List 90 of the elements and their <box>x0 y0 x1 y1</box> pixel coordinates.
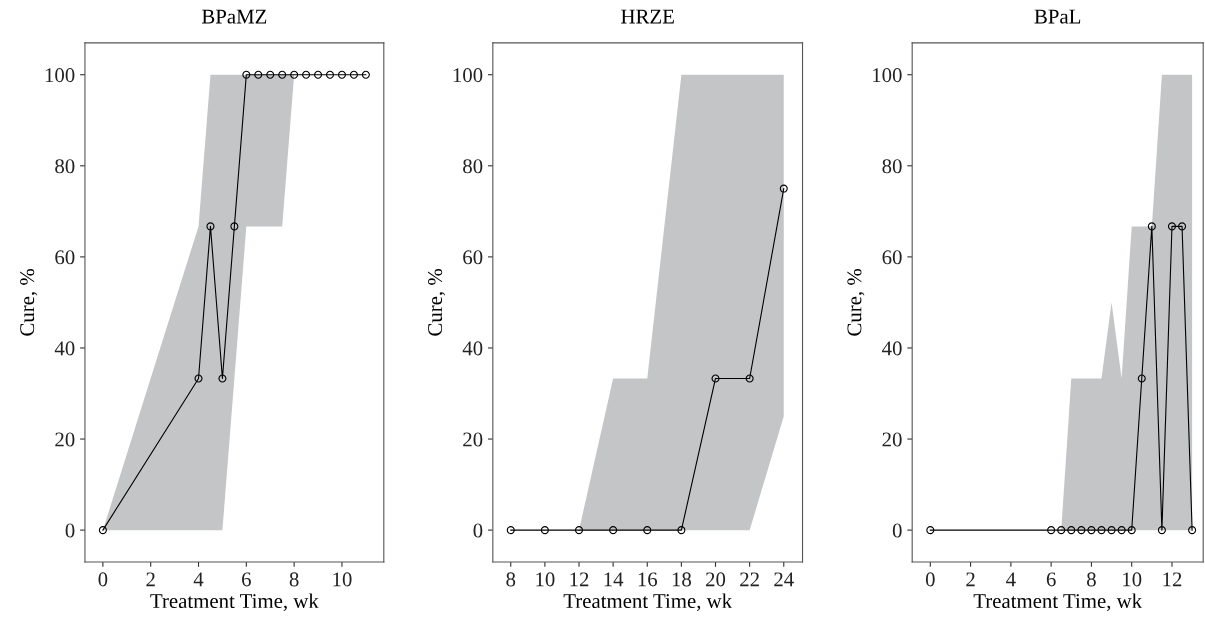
point <box>1087 526 1096 535</box>
point <box>361 70 370 79</box>
point <box>325 70 335 79</box>
point <box>1077 526 1086 535</box>
y-tick-label: 40 <box>54 341 75 356</box>
point <box>745 374 754 383</box>
chart-title: HRZE <box>621 9 674 24</box>
point <box>314 70 323 79</box>
x-axis-title: Treatment Time, wk <box>563 593 733 612</box>
point <box>1188 526 1197 535</box>
y-tick-label: 80 <box>55 159 75 174</box>
point <box>574 526 584 535</box>
y-tick-label: 0 <box>65 523 75 538</box>
point <box>1117 526 1126 535</box>
point <box>230 222 239 231</box>
y-tick-label: 40 <box>882 341 902 356</box>
x-axis-title: Treatment Time, wk <box>150 593 319 612</box>
x-tick-label: 6 <box>1046 572 1056 587</box>
y-tick-label: 100 <box>45 68 75 83</box>
y-axis-title: Cure, % <box>847 269 865 336</box>
x-tick-label: 24 <box>774 572 794 587</box>
point <box>926 526 935 535</box>
point <box>1178 222 1187 231</box>
x-tick-label: 8 <box>506 572 516 587</box>
y-tick-label: 20 <box>55 432 75 447</box>
y-tick-label: 0 <box>892 523 902 538</box>
y-tick-label: 60 <box>882 250 902 265</box>
point <box>1147 222 1156 231</box>
point <box>1057 526 1066 535</box>
y-tick-label: 60 <box>55 250 75 265</box>
y-axis-title: Cure, % <box>20 269 38 336</box>
y-tick-label: 40 <box>462 341 483 356</box>
point <box>1137 374 1146 383</box>
y-axis-title: Cure, % <box>428 269 446 336</box>
x-axis-title: Treatment Time, wk <box>973 593 1143 612</box>
point <box>254 70 263 79</box>
point <box>98 526 107 535</box>
x-tick-label: 12 <box>1163 572 1182 587</box>
y-tick-label: 20 <box>882 432 902 447</box>
point <box>337 70 346 79</box>
point <box>194 374 203 383</box>
x-tick-label: 4 <box>1006 572 1016 587</box>
point <box>1167 222 1177 231</box>
x-tick-label: 10 <box>536 572 555 587</box>
point <box>540 526 549 535</box>
y-tick-label: 80 <box>882 159 902 174</box>
point <box>1047 526 1056 535</box>
point <box>677 526 686 535</box>
x-tick-label: 10 <box>1123 572 1142 587</box>
x-tick-label: 0 <box>98 572 108 587</box>
point <box>206 222 215 231</box>
x-tick-label: 8 <box>1087 572 1096 587</box>
x-tick-label: 12 <box>570 572 589 587</box>
point <box>643 526 652 535</box>
point <box>218 374 227 383</box>
point <box>1157 526 1166 535</box>
point <box>1107 526 1116 535</box>
x-tick-label: 22 <box>740 572 759 587</box>
x-tick-label: 16 <box>638 572 658 587</box>
chart-title: BPaL <box>1034 9 1081 24</box>
x-tick-label: 4 <box>193 572 204 587</box>
point <box>506 526 515 535</box>
x-tick-label: 0 <box>925 572 935 587</box>
point <box>290 70 299 79</box>
point <box>278 70 287 79</box>
point <box>302 70 311 79</box>
point <box>609 526 618 535</box>
point <box>1067 526 1076 535</box>
point <box>1097 526 1106 535</box>
x-tick-label: 2 <box>966 572 975 587</box>
y-tick-label: 80 <box>463 159 483 174</box>
y-tick-label: 60 <box>463 250 483 265</box>
x-tick-label: 20 <box>706 572 726 587</box>
chart-title: BPaMZ <box>201 9 267 24</box>
y-tick-label: 100 <box>873 68 902 83</box>
x-tick-label: 2 <box>146 572 155 587</box>
point <box>266 70 275 79</box>
y-tick-label: 0 <box>473 523 483 538</box>
point <box>349 70 358 79</box>
x-tick-label: 10 <box>333 572 352 587</box>
y-tick-label: 100 <box>453 68 483 83</box>
x-tick-label: 18 <box>672 572 692 587</box>
point <box>779 184 788 193</box>
point <box>242 70 251 79</box>
point <box>711 374 720 383</box>
y-tick-label: 20 <box>463 432 483 447</box>
x-tick-label: 14 <box>604 572 624 587</box>
point <box>1127 526 1136 535</box>
x-tick-label: 8 <box>289 572 299 587</box>
x-tick-label: 6 <box>242 572 251 587</box>
